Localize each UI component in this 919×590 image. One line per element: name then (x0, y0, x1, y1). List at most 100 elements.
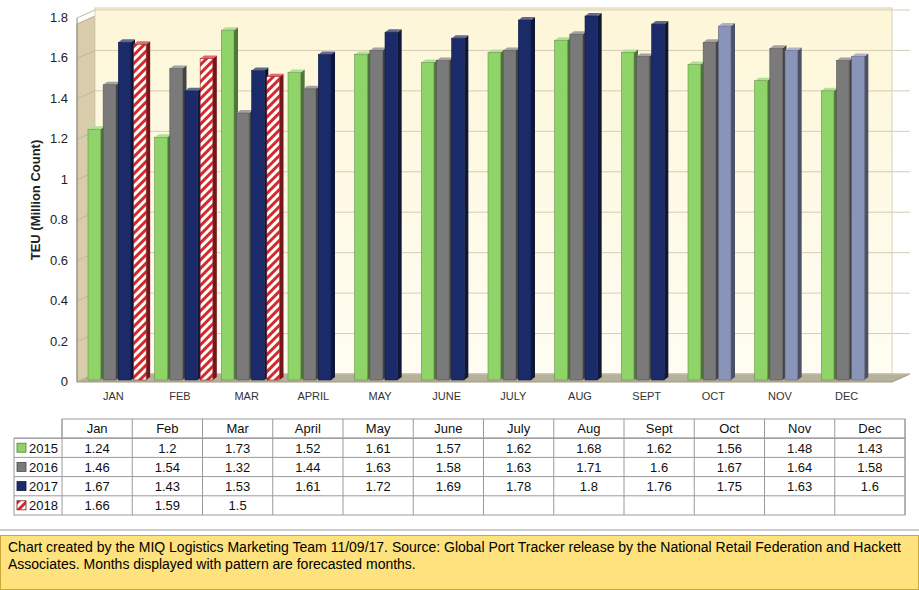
bar-top (688, 62, 705, 65)
bar-top (134, 41, 151, 44)
table-col-line (624, 419, 625, 515)
bar (703, 42, 716, 380)
bar-side (731, 23, 735, 380)
bar-top (370, 47, 387, 50)
bar (852, 56, 865, 380)
bar-top (155, 134, 172, 137)
table-value: 1.64 (787, 460, 812, 475)
table-header: Sept (646, 421, 673, 436)
footer-separator (0, 530, 919, 531)
footer-note: Chart created by the MIQ Logistics Marke… (0, 536, 919, 576)
x-tick-label: OCT (702, 390, 726, 402)
bar-top (452, 35, 469, 38)
bar-top (518, 17, 535, 20)
bar-top (318, 51, 335, 54)
bar (585, 16, 598, 380)
bar-top (118, 39, 135, 42)
bar (221, 30, 234, 380)
bars (88, 13, 868, 380)
x-tick-label: DEC (835, 390, 858, 402)
y-tick-label: 1.6 (50, 50, 68, 65)
table-col-line (694, 419, 695, 515)
bar (488, 52, 501, 380)
legend-label: 2016 (29, 460, 58, 475)
bar-top (221, 27, 238, 30)
bar-top (821, 88, 838, 91)
bar (318, 54, 331, 380)
table-value: 1.67 (717, 460, 742, 475)
bar-top (555, 37, 572, 40)
table-col-line (62, 419, 63, 515)
bar (370, 50, 383, 380)
bar (821, 91, 834, 380)
bar (718, 26, 731, 380)
bar-top (718, 23, 735, 26)
legend-swatch (17, 482, 26, 491)
bar-top (437, 57, 454, 60)
bar (652, 24, 665, 380)
legend-swatch (17, 462, 26, 471)
legend-swatch (17, 501, 26, 510)
table-col-line (764, 419, 765, 515)
bar (755, 81, 768, 380)
table-value: 1.46 (84, 460, 109, 475)
table-value: 1.6 (861, 479, 879, 494)
table-value: 1.59 (155, 498, 180, 513)
bar (837, 60, 850, 380)
table-value: 1.44 (295, 460, 320, 475)
table-value: 1.6 (650, 460, 668, 475)
bar-side (464, 35, 468, 380)
bar-top (103, 82, 120, 85)
table-header: Mar (226, 421, 249, 436)
table-value: 1.66 (84, 498, 109, 513)
table-value: 1.32 (225, 460, 250, 475)
table-header: Feb (156, 421, 178, 436)
bar-top (785, 47, 802, 50)
y-tick-label: 1.4 (50, 91, 68, 106)
footer-box (1, 536, 919, 590)
table-value: 1.48 (787, 441, 812, 456)
table-row-line (14, 457, 905, 458)
bar (267, 77, 280, 380)
y-tick-label: 0.2 (50, 334, 68, 349)
table-value: 1.5 (229, 498, 247, 513)
table-row-line (14, 438, 905, 439)
table-value: 1.61 (295, 479, 320, 494)
table-col-line (905, 419, 906, 515)
x-tick-label: JUNE (432, 390, 461, 402)
bar (134, 44, 147, 380)
bar (770, 48, 783, 380)
bar-side (798, 47, 802, 380)
bar-top (852, 53, 869, 56)
table-value: 1.67 (84, 479, 109, 494)
bar-top (421, 60, 438, 63)
table-value: 1.78 (506, 479, 531, 494)
bar-top (185, 88, 202, 91)
table-row-line (14, 476, 905, 477)
bar (185, 91, 198, 380)
table-col-line (413, 419, 414, 515)
bar-top (385, 29, 402, 32)
bar-top (585, 13, 602, 16)
bar-top (170, 66, 187, 69)
table-col-line (834, 419, 835, 515)
table-value: 1.62 (506, 441, 531, 456)
table-header: Jan (87, 421, 108, 436)
bar-top (355, 51, 372, 54)
y-tick-label: 1.2 (50, 131, 68, 146)
bar (688, 65, 701, 380)
y-tick-label: 0.4 (50, 293, 68, 308)
legend-label: 2015 (29, 441, 58, 456)
bar (355, 54, 368, 380)
data-table: JanFebMarAprilMayJuneJulyAugSeptOctNovDe… (14, 419, 905, 515)
bar-top (88, 126, 105, 129)
x-tick-label: MAY (368, 390, 392, 402)
bar (155, 137, 168, 380)
bar-top (237, 110, 254, 113)
bar-top (621, 49, 638, 52)
bar-top (703, 39, 720, 42)
bar-side (213, 55, 217, 380)
table-col-line (343, 419, 344, 515)
bar (421, 63, 434, 380)
bar (570, 34, 583, 380)
